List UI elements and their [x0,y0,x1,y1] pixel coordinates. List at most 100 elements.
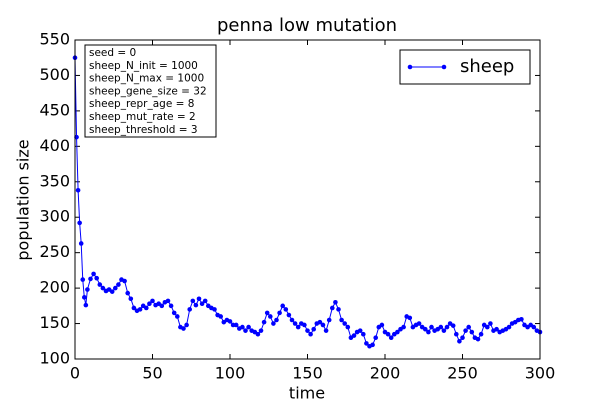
data-point [280,303,286,309]
data-point [475,336,481,342]
data-point [202,298,208,304]
annotation-line: sheep_N_max = 1000 [89,73,204,85]
data-point [233,322,239,328]
annotation-line: sheep_mut_rate = 2 [89,111,196,123]
annotation-line: sheep_gene_size = 32 [89,85,207,97]
data-point [227,319,233,324]
data-point [395,329,400,335]
data-point [379,322,385,328]
data-point [181,326,186,331]
data-point [323,328,329,333]
data-point [401,324,406,330]
data-point [466,324,472,330]
data-point [131,305,137,311]
data-point [212,307,217,312]
data-point [423,326,428,332]
data-point [125,290,130,296]
data-point [494,326,499,332]
data-point [116,282,121,287]
data-point [80,277,86,282]
y-tick-label: 450 [39,100,70,119]
data-point [91,271,96,277]
data-point [83,302,89,308]
data-point [407,315,413,321]
data-point [416,321,422,326]
data-point [330,305,335,311]
data-point [385,331,391,337]
x-axis-label: time [289,384,325,400]
data-point [137,307,143,312]
y-axis-label: population size [14,139,33,260]
data-point [258,328,264,333]
data-point [463,328,468,333]
data-point [264,310,270,316]
data-point [364,341,369,346]
data-point [271,321,276,326]
data-point [82,295,87,300]
data-point [305,328,310,333]
x-tick-label: 300 [525,364,556,383]
data-point [450,323,456,328]
annotation-line: sheep_threshold = 3 [89,124,198,136]
data-point [88,276,93,282]
data-point [388,335,394,341]
data-point [488,321,493,326]
data-point [361,331,366,337]
annotation-line: sheep_repr_age = 8 [89,98,194,110]
x-tick-label: 50 [142,364,162,383]
data-point [469,329,475,335]
data-point [478,331,484,337]
data-point [292,321,298,326]
legend-marker [441,64,447,70]
data-point [460,335,465,341]
x-tick-label: 100 [215,364,246,383]
data-point [78,241,84,246]
data-point [311,326,317,332]
data-point [159,303,165,309]
data-point [165,298,171,304]
data-point [175,314,180,319]
data-point [357,328,363,333]
data-point [277,310,282,316]
y-tick-label: 550 [39,30,70,49]
data-point [171,310,177,316]
legend-label: sheep [460,56,514,77]
data-point [441,328,447,333]
annotation-line: seed = 0 [89,47,136,59]
y-tick-label: 500 [39,65,70,84]
data-point [302,322,307,328]
y-tick-label: 200 [39,278,70,297]
data-point [429,324,434,330]
data-point [345,324,351,330]
data-point [193,302,199,308]
data-point [243,328,248,333]
legend-marker [407,64,413,70]
data-point [444,324,450,330]
data-point [426,329,431,335]
data-point [240,324,245,330]
data-point [97,282,103,287]
data-point [351,333,357,338]
annotation-line: sheep_N_init = 1000 [89,60,198,72]
data-point [128,296,134,302]
data-point [320,322,326,328]
data-point [438,324,444,330]
data-point [286,312,292,318]
y-tick-label: 100 [39,349,70,368]
data-point [373,335,379,341]
data-point [336,307,341,312]
x-tick-label: 200 [370,364,401,383]
data-point [196,296,202,302]
x-tick-label: 250 [447,364,478,383]
data-point [289,317,295,323]
data-point [218,314,223,319]
data-point [85,287,90,292]
chart-title: penna low mutation [217,15,397,36]
y-tick-label: 350 [39,171,70,190]
annotation-box [84,44,217,138]
y-tick-label: 300 [39,207,70,226]
plot-frame [74,39,541,360]
data-point [506,324,512,330]
data-point [261,319,267,325]
